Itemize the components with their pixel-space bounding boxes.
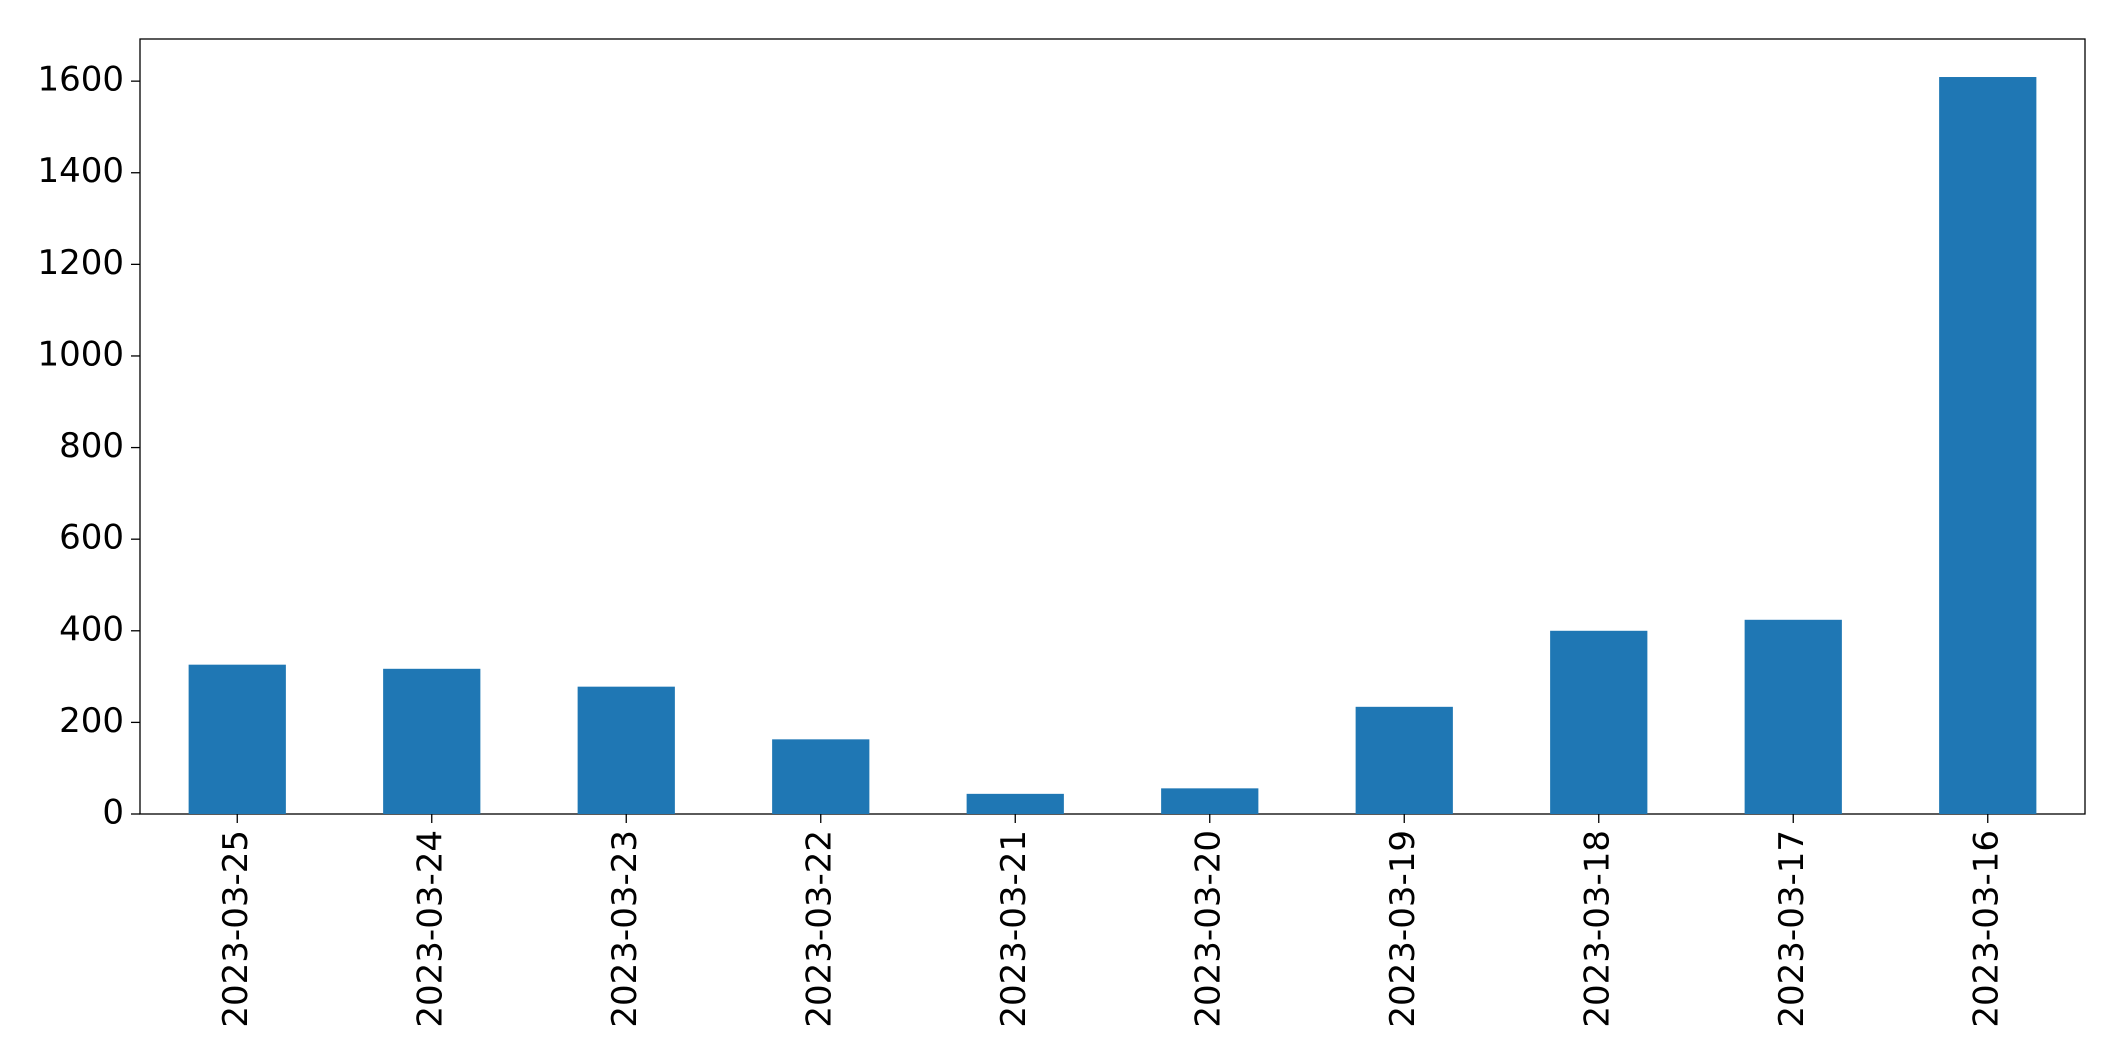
- bar: [188, 664, 286, 814]
- y-tick-label: 1000: [37, 334, 124, 374]
- x-tick-label: 2023-03-20: [1188, 830, 1228, 1028]
- y-tick-label: 1200: [37, 243, 124, 283]
- x-tick-label: 2023-03-25: [216, 830, 256, 1028]
- bar: [1355, 706, 1453, 814]
- bar: [966, 793, 1064, 814]
- bar: [577, 686, 675, 814]
- bar: [1939, 77, 2037, 814]
- y-tick-label: 800: [59, 426, 124, 466]
- y-tick-label: 200: [59, 701, 124, 741]
- plot-frame: [139, 38, 2086, 815]
- y-tick-label: 400: [59, 609, 124, 649]
- x-tick-label: 2023-03-24: [410, 830, 450, 1028]
- x-tick-label: 2023-03-16: [1966, 830, 2006, 1028]
- bar: [1744, 619, 1842, 814]
- x-tick-label: 2023-03-17: [1772, 830, 1812, 1028]
- x-tick-label: 2023-03-21: [994, 830, 1034, 1028]
- bar: [1550, 630, 1648, 814]
- y-tick-label: 600: [59, 518, 124, 558]
- bar: [1161, 788, 1259, 814]
- y-tick-label: 1400: [37, 151, 124, 191]
- x-tick-label: 2023-03-22: [799, 830, 839, 1028]
- bar: [772, 739, 870, 814]
- y-tick-label: 1600: [37, 60, 124, 100]
- x-tick-label: 2023-03-19: [1383, 830, 1423, 1028]
- y-tick-label: 0: [102, 793, 124, 833]
- bar: [383, 668, 481, 814]
- x-tick-label: 2023-03-23: [605, 830, 645, 1028]
- x-tick-label: 2023-03-18: [1577, 830, 1617, 1028]
